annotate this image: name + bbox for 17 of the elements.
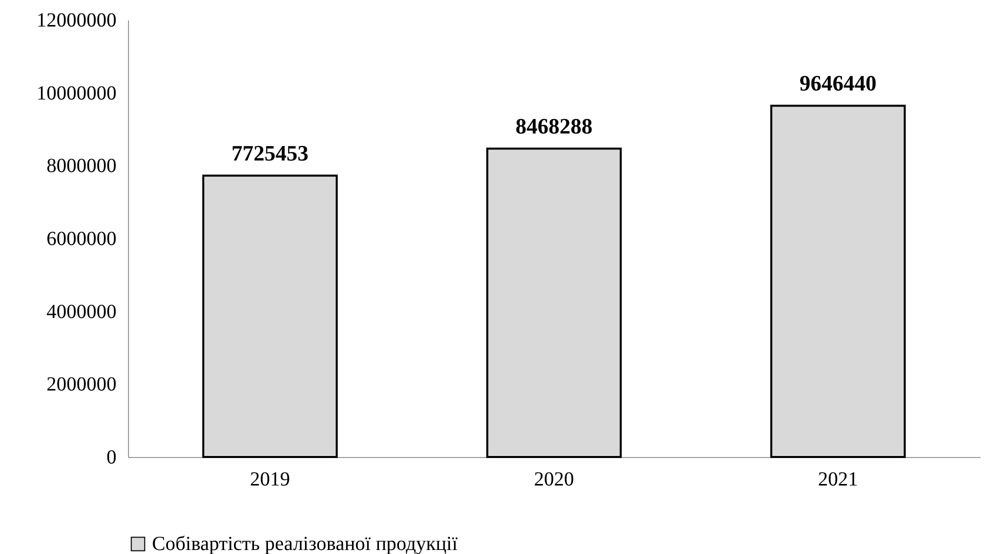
data-label: 9646440 — [800, 70, 876, 96]
bar — [486, 148, 622, 458]
y-tick-label: 12000000 — [36, 10, 116, 32]
legend-label: Собівартість реалізованої продукції — [152, 533, 458, 554]
data-label: 7725453 — [232, 140, 308, 166]
y-tick-label: 2000000 — [46, 374, 116, 396]
y-tick-label: 0 — [106, 446, 116, 468]
x-tick-label: 2019 — [250, 468, 290, 490]
data-label: 8468288 — [516, 114, 592, 139]
y-tick-label: 6000000 — [46, 228, 116, 250]
x-tick-label: 2020 — [534, 468, 574, 490]
y-tick-label: 8000000 — [46, 155, 116, 178]
bar — [770, 104, 906, 458]
x-tick-label: 2021 — [818, 468, 858, 490]
bar — [202, 174, 338, 458]
y-tick-label: 4000000 — [46, 300, 116, 323]
y-tick-label: 10000000 — [36, 82, 116, 104]
